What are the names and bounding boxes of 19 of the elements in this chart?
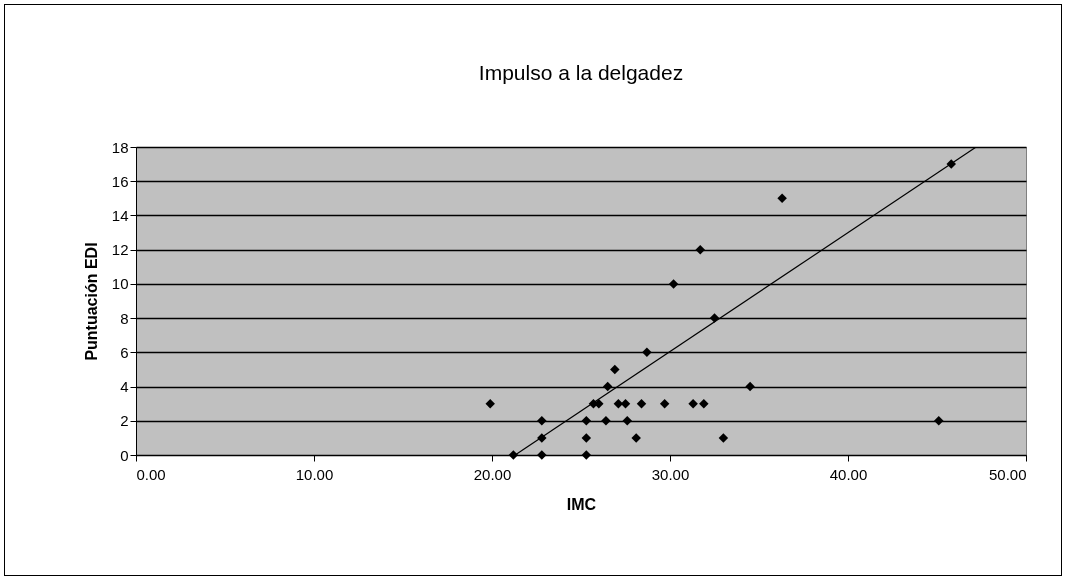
y-tick-label: 0 (120, 446, 129, 464)
y-axis-title: Puntuación EDI (82, 242, 100, 361)
y-tick-label: 16 (111, 172, 129, 190)
y-tick-label: 14 (111, 206, 129, 224)
y-tick-label: 8 (120, 309, 129, 327)
x-tick-label: 10.00 (295, 465, 334, 483)
x-tick-label: 20.00 (473, 465, 512, 483)
y-tick-label: 2 (120, 412, 129, 430)
y-tick-label: 18 (111, 138, 129, 156)
x-tick-label: 30.00 (651, 465, 690, 483)
y-tick-label: 12 (111, 241, 129, 259)
y-tick-label: 10 (111, 275, 129, 293)
x-tick-label: 0.00 (136, 465, 166, 483)
y-tick-label: 4 (120, 378, 129, 396)
x-axis-title: IMC (566, 495, 597, 513)
x-tick-label: 40.00 (829, 465, 868, 483)
y-tick-label: 6 (120, 343, 129, 361)
x-tick-label: 50.00 (988, 465, 1027, 483)
chart-title: Impulso a la delgadez (478, 61, 684, 84)
